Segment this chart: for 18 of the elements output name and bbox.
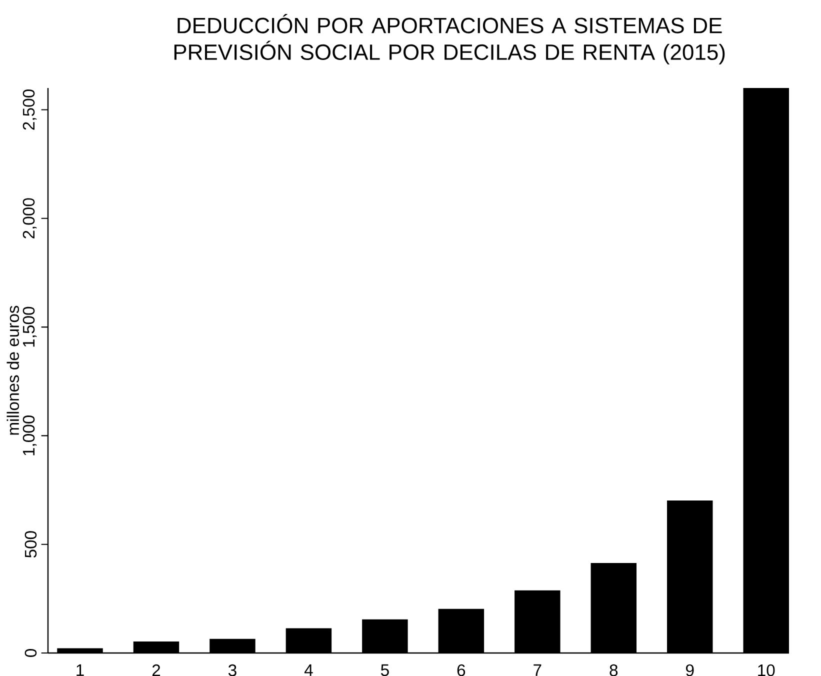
x-tick-label: 8 <box>610 664 618 676</box>
x-tick-label: 4 <box>304 664 313 676</box>
y-tick-label: 500 <box>24 531 37 558</box>
x-tick-label: 2 <box>152 664 160 676</box>
x-tick-label: 6 <box>457 664 466 676</box>
x-tick-label: 9 <box>686 664 694 676</box>
y-tick-label: 1,500 <box>22 306 37 347</box>
x-tick-label: 3 <box>228 664 236 676</box>
y-tick-label: 2,500 <box>22 90 37 130</box>
y-tick-label: 2,000 <box>22 198 37 238</box>
y-tick-label: 0 <box>24 649 37 657</box>
x-tick-label: 10 <box>758 664 775 676</box>
x-tick-label: 5 <box>380 664 389 676</box>
y-tick-label: 1,000 <box>22 415 37 456</box>
chart-title: DEDUCCIÓN POR APORTACIONES A SISTEMAS DE PREVISIÓN SOCIAL POR DECILAS DE RENTA (2015) <box>174 14 725 64</box>
y-axis-title: millones de euros <box>6 306 20 435</box>
x-tick-label: 1 <box>76 664 84 676</box>
x-tick-label: 7 <box>534 664 542 676</box>
